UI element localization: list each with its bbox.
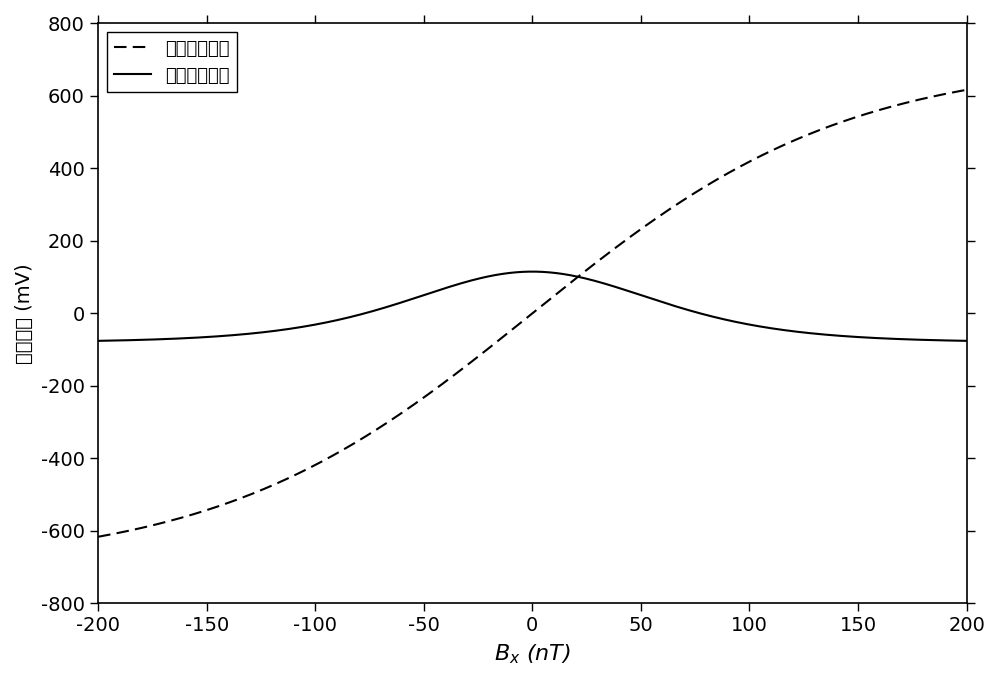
Legend: 正交解调信号, 同向解调信号: 正交解调信号, 同向解调信号 — [107, 33, 237, 92]
正交解调信号 — [935, 91, 947, 99]
正交解调信号 — [935, 91, 947, 99]
Line: 同向解调信号: 同向解调信号 — [98, 272, 967, 341]
同向解调信号 — [526, 268, 538, 276]
Line: 正交解调信号: 正交解调信号 — [98, 90, 967, 537]
正交解调信号 — [514, 319, 526, 327]
X-axis label: $\mathit{B}_x$ (nT): $\mathit{B}_x$ (nT) — [494, 642, 571, 666]
正交解调信号 — [776, 142, 788, 150]
同向解调信号 — [136, 336, 148, 344]
同向解调信号 — [935, 336, 947, 345]
同向解调信号 — [936, 336, 948, 345]
正交解调信号 — [491, 337, 503, 345]
同向解调信号 — [961, 337, 973, 345]
同向解调信号 — [491, 270, 503, 279]
同向解调信号 — [514, 268, 526, 276]
同向解调信号 — [92, 337, 104, 345]
正交解调信号 — [136, 524, 148, 532]
正交解调信号 — [961, 86, 973, 94]
正交解调信号 — [92, 533, 104, 541]
Y-axis label: 解调信号 (mV): 解调信号 (mV) — [15, 263, 34, 364]
同向解调信号 — [776, 326, 788, 334]
